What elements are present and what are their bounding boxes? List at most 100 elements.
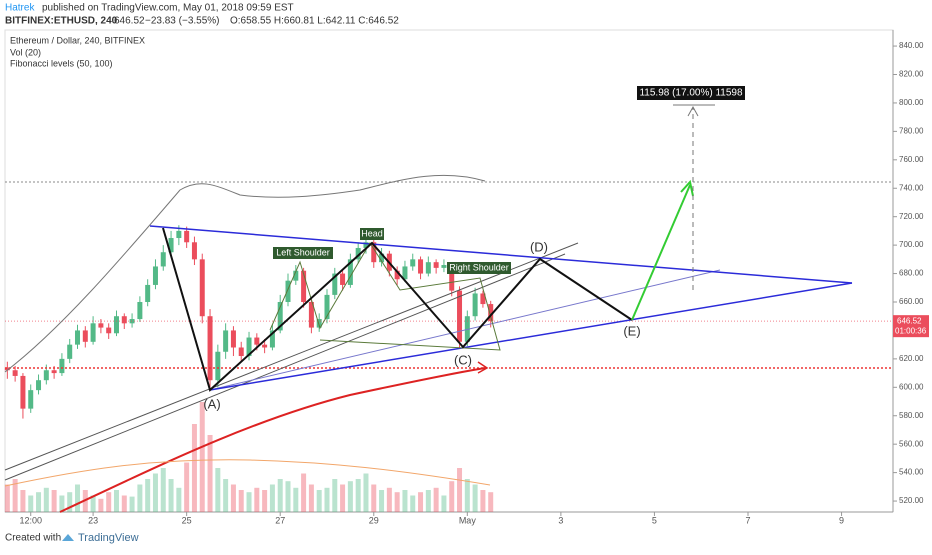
- annotation: Left Shoulder: [276, 247, 330, 257]
- candle-body: [90, 323, 96, 342]
- annotation: (D): [530, 239, 548, 254]
- candle-body: [355, 247, 361, 260]
- candle-body: [308, 301, 314, 328]
- candle-body: [121, 316, 127, 324]
- candle-body: [262, 344, 268, 348]
- candle-body: [371, 242, 377, 263]
- annotation: Head: [361, 228, 383, 238]
- candle-body: [488, 304, 494, 322]
- volume-bar: [207, 435, 213, 512]
- candle-body: [402, 266, 408, 280]
- label-box: [360, 228, 384, 240]
- legend-indicator: Vol (20): [10, 47, 41, 57]
- volume-bar: [90, 495, 96, 512]
- y-tick-label: 780.00: [899, 126, 924, 135]
- volume-bar: [464, 479, 470, 512]
- candle-body: [293, 270, 299, 281]
- candle-body: [106, 327, 112, 334]
- candle-body: [4, 367, 10, 371]
- volume-bar: [449, 481, 455, 512]
- candle-body: [394, 270, 400, 280]
- y-tick-label: 520.00: [899, 496, 924, 505]
- volume-bar: [43, 487, 49, 512]
- volume-bar: [433, 487, 439, 512]
- y-tick-label: 800.00: [899, 98, 924, 107]
- volume-bar: [308, 484, 314, 512]
- candle-body: [332, 273, 338, 295]
- arrowhead: [687, 105, 699, 117]
- y-tick-label: 740.00: [899, 183, 924, 192]
- volume-bar: [410, 495, 416, 512]
- volume-bar: [457, 468, 463, 512]
- last-price-label: 646.52: [897, 316, 922, 325]
- volume-bar: [67, 492, 73, 512]
- trend-line: [4, 242, 579, 471]
- annotation: (A): [203, 396, 220, 411]
- measure-box: [637, 86, 745, 100]
- candle-body: [410, 259, 416, 267]
- y-tick-label: 580.00: [899, 411, 924, 420]
- change: −23.83 (−3.55%): [145, 16, 220, 27]
- volume-bar: [160, 468, 166, 512]
- annotation: (E): [623, 323, 640, 338]
- last: 646.52: [114, 16, 145, 27]
- candle-body: [152, 266, 158, 285]
- candle-body: [129, 319, 135, 324]
- y-tick-label: 660.00: [899, 297, 924, 306]
- measure-label: 115.98 (17.00%) 11598: [639, 88, 742, 99]
- ma-line: [4, 174, 486, 373]
- ohlc: O:658.55 H:660.81 L:642.11 C:646.52: [230, 16, 399, 27]
- candle-body: [160, 252, 166, 267]
- volume-bar: [472, 484, 478, 512]
- annotation: (C): [454, 352, 472, 367]
- volume-bar: [269, 484, 275, 512]
- volume-bar: [12, 479, 18, 512]
- trend-line: [209, 269, 721, 391]
- candle-body: [28, 390, 34, 409]
- x-tick-label: 9: [839, 515, 844, 525]
- y-tick-label: 600.00: [899, 382, 924, 391]
- arrowhead: [680, 179, 694, 197]
- candle-body: [277, 301, 283, 331]
- candle-body: [269, 330, 275, 348]
- candle-body: [363, 242, 369, 248]
- triangle-lower: [209, 282, 853, 391]
- volume-bar: [488, 492, 494, 512]
- volume-bar: [168, 479, 174, 512]
- author[interactable]: Hatrek: [5, 3, 35, 14]
- volume-bar: [324, 487, 330, 512]
- candle-body: [230, 330, 236, 348]
- volume-bar: [277, 479, 283, 512]
- volume-bar: [402, 490, 408, 512]
- published: published on TradingView.com, May 01, 20…: [42, 3, 294, 14]
- candle-body: [20, 375, 26, 409]
- candle-body: [184, 230, 190, 243]
- candle-body: [347, 259, 353, 285]
- volume-bar: [137, 484, 143, 512]
- label-box: [273, 247, 333, 259]
- candle-body: [12, 370, 18, 376]
- candle-body: [176, 230, 182, 239]
- x-tick-label: 29: [369, 515, 379, 525]
- footer-brand[interactable]: TradingView: [78, 532, 139, 544]
- y-tick-label: 840.00: [899, 41, 924, 50]
- candle-body: [254, 337, 260, 345]
- volume-bar: [301, 473, 307, 512]
- volume-bar: [425, 490, 431, 512]
- candle-body: [316, 319, 322, 328]
- volume-bar: [363, 473, 369, 512]
- volume-bar: [113, 490, 119, 512]
- candle-body: [98, 323, 104, 328]
- volume-bar: [480, 490, 486, 512]
- candle-body: [199, 259, 205, 317]
- volume-bar: [176, 487, 182, 512]
- volume-bar: [191, 424, 197, 512]
- candle-body: [480, 293, 486, 305]
- legend-title: Ethereum / Dollar, 240, BITFINEX: [10, 35, 145, 45]
- symbol: BITFINEX:ETHUSD, 240: [5, 16, 118, 27]
- candle-body: [441, 265, 447, 268]
- candle-body: [207, 316, 213, 381]
- x-tick-label: 25: [182, 515, 192, 525]
